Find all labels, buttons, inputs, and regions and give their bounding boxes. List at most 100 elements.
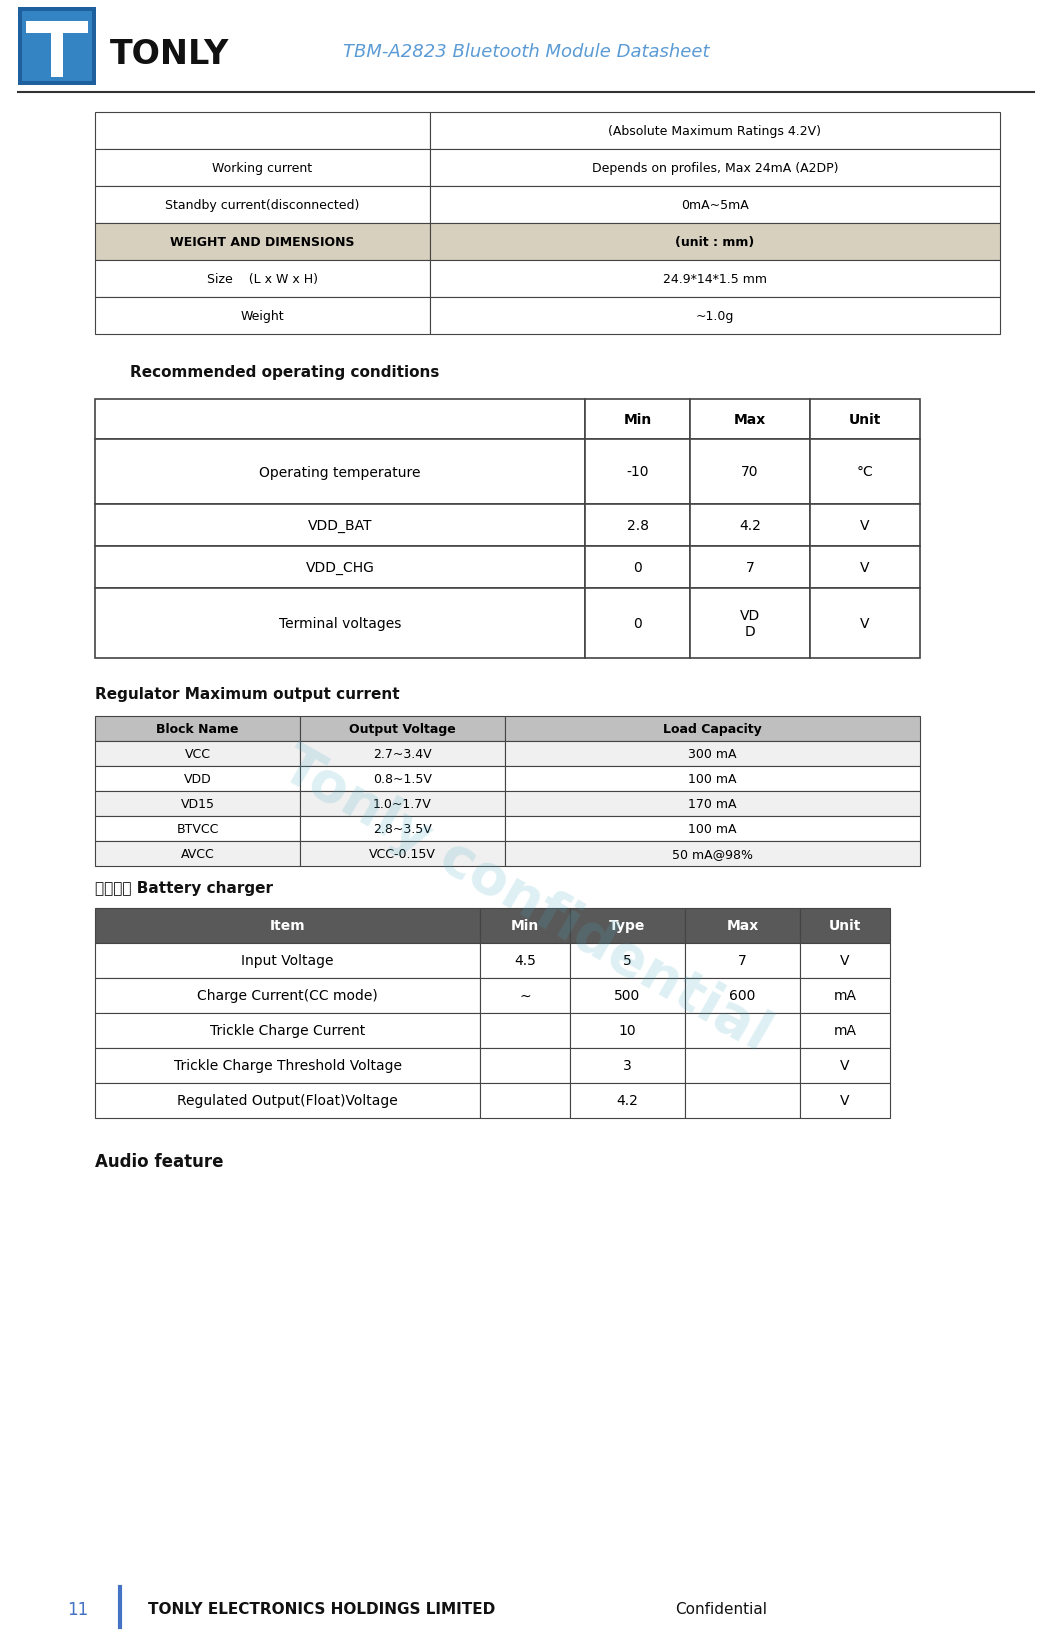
Text: Load Capacity: Load Capacity (663, 723, 762, 736)
Text: 2.8~3.5V: 2.8~3.5V (373, 823, 432, 836)
Bar (480, 1013, 570, 1048)
Text: Type: Type (609, 919, 646, 934)
Text: TBM-A2823 Bluetooth Module Datasheet: TBM-A2823 Bluetooth Module Datasheet (343, 42, 709, 60)
Text: 0mA~5mA: 0mA~5mA (681, 199, 749, 212)
Bar (18, 8, 96, 86)
Bar (690, 400, 810, 439)
Text: 4.2: 4.2 (740, 519, 761, 532)
Text: Block Name: Block Name (157, 723, 239, 736)
Bar (26, 21, 88, 34)
Text: VCC: VCC (184, 747, 210, 761)
Text: 500: 500 (614, 989, 641, 1004)
Bar (685, 1048, 800, 1084)
Bar (585, 547, 690, 589)
Text: mA: mA (833, 1023, 856, 1038)
Bar (95, 816, 300, 842)
Text: Trickle Charge Threshold Voltage: Trickle Charge Threshold Voltage (174, 1059, 402, 1072)
Bar (505, 716, 920, 741)
Text: 4.5: 4.5 (514, 955, 535, 968)
Text: AVCC: AVCC (181, 847, 215, 860)
Text: V: V (861, 519, 870, 532)
Bar (95, 1048, 480, 1084)
Bar (800, 909, 890, 943)
Text: Input Voltage: Input Voltage (241, 955, 333, 968)
Bar (800, 1048, 890, 1084)
Bar (95, 547, 585, 589)
Text: VDD: VDD (184, 772, 211, 785)
Bar (570, 909, 685, 943)
Bar (585, 589, 690, 659)
Bar (585, 504, 690, 547)
Text: V: V (841, 1059, 850, 1072)
Bar (95, 589, 585, 659)
Text: 7: 7 (746, 561, 754, 574)
Text: TONLY: TONLY (110, 39, 229, 72)
Text: Confidential: Confidential (675, 1601, 767, 1617)
Bar (505, 792, 920, 816)
Text: V: V (841, 955, 850, 968)
Text: Unit: Unit (849, 413, 882, 426)
Bar (95, 1013, 480, 1048)
Bar (480, 979, 570, 1013)
Bar (690, 504, 810, 547)
Bar (810, 589, 920, 659)
Text: Unit: Unit (829, 919, 862, 934)
Text: TONLY ELECTRONICS HOLDINGS LIMITED: TONLY ELECTRONICS HOLDINGS LIMITED (148, 1601, 501, 1617)
Text: -10: -10 (626, 465, 649, 480)
Bar (585, 400, 690, 439)
Text: VDD_BAT: VDD_BAT (308, 519, 372, 532)
Text: BTVCC: BTVCC (177, 823, 219, 836)
Text: WEIGHT AND DIMENSIONS: WEIGHT AND DIMENSIONS (170, 237, 355, 248)
Bar (800, 1084, 890, 1118)
Text: mA: mA (833, 989, 856, 1004)
Text: VD
D: VD D (740, 609, 761, 638)
Bar (300, 842, 505, 867)
Bar (800, 1013, 890, 1048)
Text: V: V (861, 561, 870, 574)
Text: 10: 10 (619, 1023, 636, 1038)
Text: ~1.0g: ~1.0g (695, 310, 734, 323)
Bar (800, 979, 890, 1013)
Bar (570, 1084, 685, 1118)
Bar (685, 909, 800, 943)
Bar (810, 547, 920, 589)
Bar (95, 792, 300, 816)
Text: 0: 0 (633, 561, 642, 574)
Bar (810, 439, 920, 504)
Text: Max: Max (734, 413, 766, 426)
Bar (505, 842, 920, 867)
Text: VDD_CHG: VDD_CHG (305, 561, 375, 574)
Text: Weight: Weight (241, 310, 284, 323)
Bar (480, 1084, 570, 1118)
Text: Item: Item (269, 919, 305, 934)
Text: 2.7~3.4V: 2.7~3.4V (373, 747, 431, 761)
Text: 11: 11 (67, 1599, 88, 1617)
Bar (300, 792, 505, 816)
Text: 170 mA: 170 mA (688, 798, 736, 811)
Bar (300, 716, 505, 741)
Text: Recommended operating conditions: Recommended operating conditions (130, 366, 440, 380)
Bar (95, 224, 430, 261)
Bar (690, 439, 810, 504)
Bar (95, 909, 480, 943)
Bar (95, 261, 430, 297)
Text: Regulator Maximum output current: Regulator Maximum output current (95, 687, 400, 702)
Bar (95, 439, 585, 504)
Text: 3: 3 (623, 1059, 632, 1072)
Bar (480, 1048, 570, 1084)
Text: Charge Current(CC mode): Charge Current(CC mode) (197, 989, 378, 1004)
Text: Depends on profiles, Max 24mA (A2DP): Depends on profiles, Max 24mA (A2DP) (591, 162, 838, 175)
Text: 0: 0 (633, 617, 642, 630)
Text: Trickle Charge Current: Trickle Charge Current (210, 1023, 365, 1038)
Bar (480, 909, 570, 943)
Bar (570, 1013, 685, 1048)
Bar (430, 297, 1000, 335)
Bar (95, 979, 480, 1013)
Text: VD15: VD15 (181, 798, 215, 811)
Bar (95, 842, 300, 867)
Text: Tonly confidential: Tonly confidential (272, 738, 780, 1061)
Bar (430, 150, 1000, 188)
Bar (95, 297, 430, 335)
Text: 7: 7 (739, 955, 747, 968)
Bar (430, 188, 1000, 224)
